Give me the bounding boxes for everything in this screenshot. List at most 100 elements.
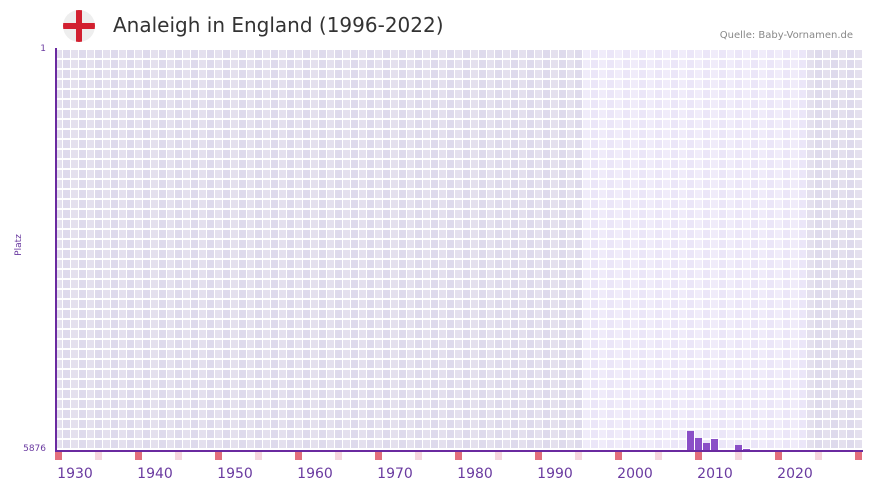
grid-column <box>311 50 319 450</box>
grid-column <box>735 50 743 450</box>
year-marker <box>295 451 302 460</box>
grid-column <box>703 50 711 450</box>
grid-column <box>655 50 663 450</box>
year-marker <box>615 451 622 460</box>
grid-column <box>343 50 351 450</box>
grid-column <box>679 50 687 450</box>
bar-2010[interactable] <box>711 438 718 450</box>
bar-2007[interactable] <box>687 431 694 450</box>
year-marker <box>335 451 342 460</box>
grid-column <box>519 50 527 450</box>
grid-column <box>231 50 239 450</box>
x-tick-label: 1970 <box>377 466 413 482</box>
source-link[interactable]: Quelle: Baby-Vornamen.de <box>719 30 853 41</box>
grid-column <box>239 50 247 450</box>
year-marker <box>775 451 782 460</box>
bar-2013[interactable] <box>735 444 742 450</box>
year-marker <box>95 451 102 460</box>
y-axis-label: Platz <box>14 234 24 256</box>
grid-column <box>583 50 591 450</box>
grid-column <box>455 50 463 450</box>
grid-column <box>111 50 119 450</box>
grid-column <box>463 50 471 450</box>
grid-column <box>615 50 623 450</box>
grid-column <box>71 50 79 450</box>
grid-column <box>839 50 847 450</box>
bar-2014[interactable] <box>743 448 750 450</box>
grid-column <box>543 50 551 450</box>
grid-column <box>855 50 863 450</box>
grid-column <box>639 50 647 450</box>
grid-column <box>135 50 143 450</box>
grid-column <box>407 50 415 450</box>
grid-column <box>479 50 487 450</box>
year-marker <box>575 451 582 460</box>
grid-column <box>575 50 583 450</box>
x-tick-label: 1990 <box>537 466 573 482</box>
grid-column <box>799 50 807 450</box>
grid-column <box>447 50 455 450</box>
grid-column <box>327 50 335 450</box>
grid-column <box>671 50 679 450</box>
grid-column <box>415 50 423 450</box>
grid-column <box>167 50 175 450</box>
year-marker <box>735 451 742 460</box>
grid-column <box>807 50 815 450</box>
year-marker <box>815 451 822 460</box>
plot-area <box>55 50 863 450</box>
grid-column <box>623 50 631 450</box>
year-marker <box>855 451 862 460</box>
x-axis <box>55 450 863 452</box>
year-marker <box>255 451 262 460</box>
x-tick-label: 1960 <box>297 466 333 482</box>
grid-column <box>743 50 751 450</box>
grid-column <box>79 50 87 450</box>
x-tick-label: 2010 <box>697 466 733 482</box>
grid-column <box>63 50 71 450</box>
grid-column <box>287 50 295 450</box>
grid-column <box>143 50 151 450</box>
year-marker <box>655 451 662 460</box>
grid-column <box>823 50 831 450</box>
year-marker <box>55 451 62 460</box>
grid-column <box>647 50 655 450</box>
grid-column <box>535 50 543 450</box>
grid-column <box>159 50 167 450</box>
x-tick-label: 2000 <box>617 466 653 482</box>
grid-column <box>607 50 615 450</box>
bar-2008[interactable] <box>695 438 702 450</box>
grid-column <box>695 50 703 450</box>
year-marker <box>135 451 142 460</box>
grid-column <box>295 50 303 450</box>
grid-column <box>431 50 439 450</box>
grid-column <box>351 50 359 450</box>
grid-column <box>831 50 839 450</box>
year-marker <box>495 451 502 460</box>
grid-column <box>631 50 639 450</box>
grid-column <box>559 50 567 450</box>
y-tick-bottom: 5876 <box>23 444 46 454</box>
grid-column <box>599 50 607 450</box>
grid-column <box>375 50 383 450</box>
grid-column <box>223 50 231 450</box>
grid-column <box>151 50 159 450</box>
grid-column <box>687 50 695 450</box>
grid-column <box>471 50 479 450</box>
x-tick-label: 1930 <box>57 466 93 482</box>
grid-column <box>711 50 719 450</box>
grid-column <box>767 50 775 450</box>
grid-column <box>207 50 215 450</box>
grid-column <box>127 50 135 450</box>
year-marker <box>455 451 462 460</box>
grid-column <box>719 50 727 450</box>
grid-column <box>511 50 519 450</box>
grid-column <box>423 50 431 450</box>
bar-2009[interactable] <box>703 442 710 450</box>
grid-column <box>191 50 199 450</box>
x-tick-label: 2020 <box>777 466 813 482</box>
grid-column <box>103 50 111 450</box>
grid-column <box>183 50 191 450</box>
grid-column <box>255 50 263 450</box>
grid-column <box>783 50 791 450</box>
grid-column <box>319 50 327 450</box>
